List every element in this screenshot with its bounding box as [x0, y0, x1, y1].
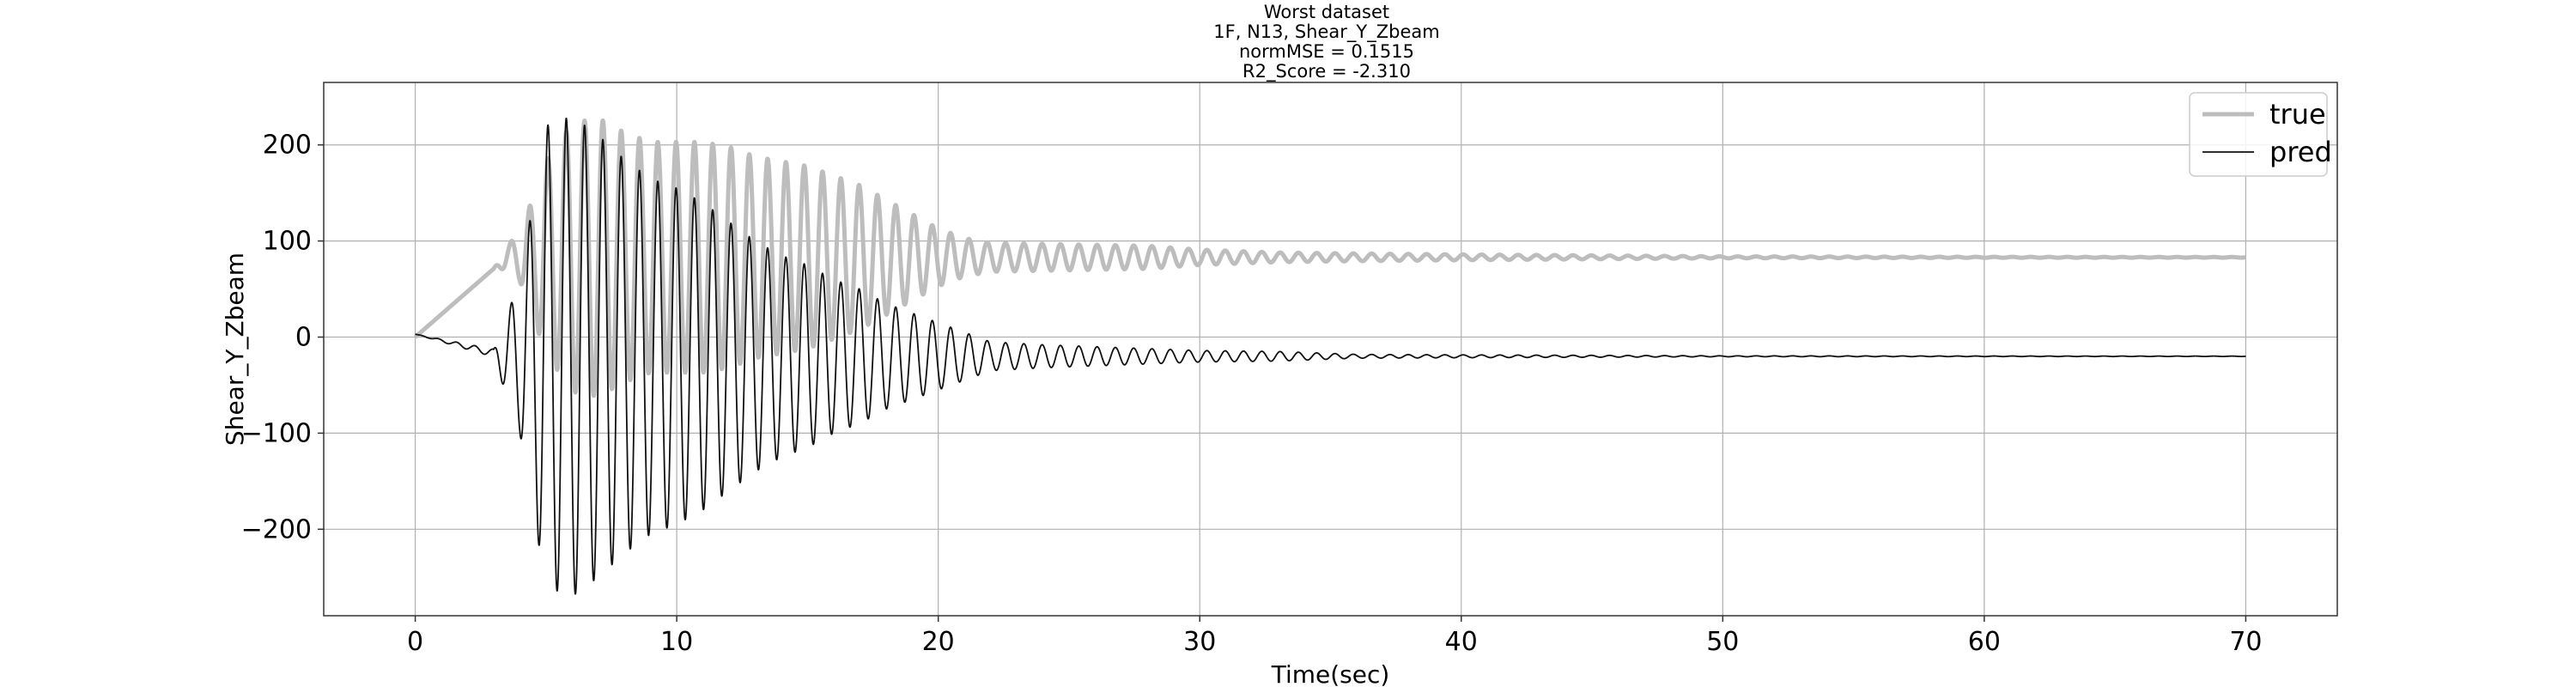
y-axis-ticks: −200 −100 0 100 200	[241, 131, 324, 544]
title-line-1: 1F, N13, Shear_Y_Zbeam	[1213, 21, 1439, 43]
series-line-pred	[414, 117, 2247, 595]
x-tick-label: 0	[407, 627, 423, 657]
x-tick-label: 10	[660, 627, 693, 657]
x-tick-label: 30	[1183, 627, 1216, 657]
y-tick-label: −200	[241, 514, 312, 544]
title-line-2: normMSE = 0.1515	[1239, 41, 1414, 62]
x-tick-label: 50	[1706, 627, 1739, 657]
x-tick-label: 40	[1445, 627, 1478, 657]
y-tick-label: −100	[241, 418, 312, 448]
x-axis-ticks: 0 10 20 30 40 50 60 70	[407, 616, 2263, 657]
grid	[324, 82, 2337, 616]
y-axis-label: Shear_Y_Zbeam	[221, 252, 249, 446]
title-line-0: Worst dataset	[1264, 2, 1389, 22]
series-lines	[413, 117, 2248, 595]
title-line-3: R2_Score = -2.310	[1242, 61, 1411, 82]
legend: true pred	[2189, 92, 2332, 177]
x-tick-label: 60	[1968, 627, 2001, 657]
series-line-true	[413, 118, 2248, 398]
legend-label-true: true	[2269, 98, 2326, 131]
plot-frame	[323, 82, 2338, 617]
x-axis-label: Time(sec)	[1271, 660, 1390, 687]
x-tick-label: 20	[922, 627, 955, 657]
y-tick-label: 200	[263, 131, 312, 161]
y-tick-label: 0	[295, 323, 312, 353]
legend-label-pred: pred	[2269, 136, 2332, 168]
x-tick-label: 70	[2229, 627, 2262, 657]
y-tick-label: 100	[263, 227, 312, 257]
